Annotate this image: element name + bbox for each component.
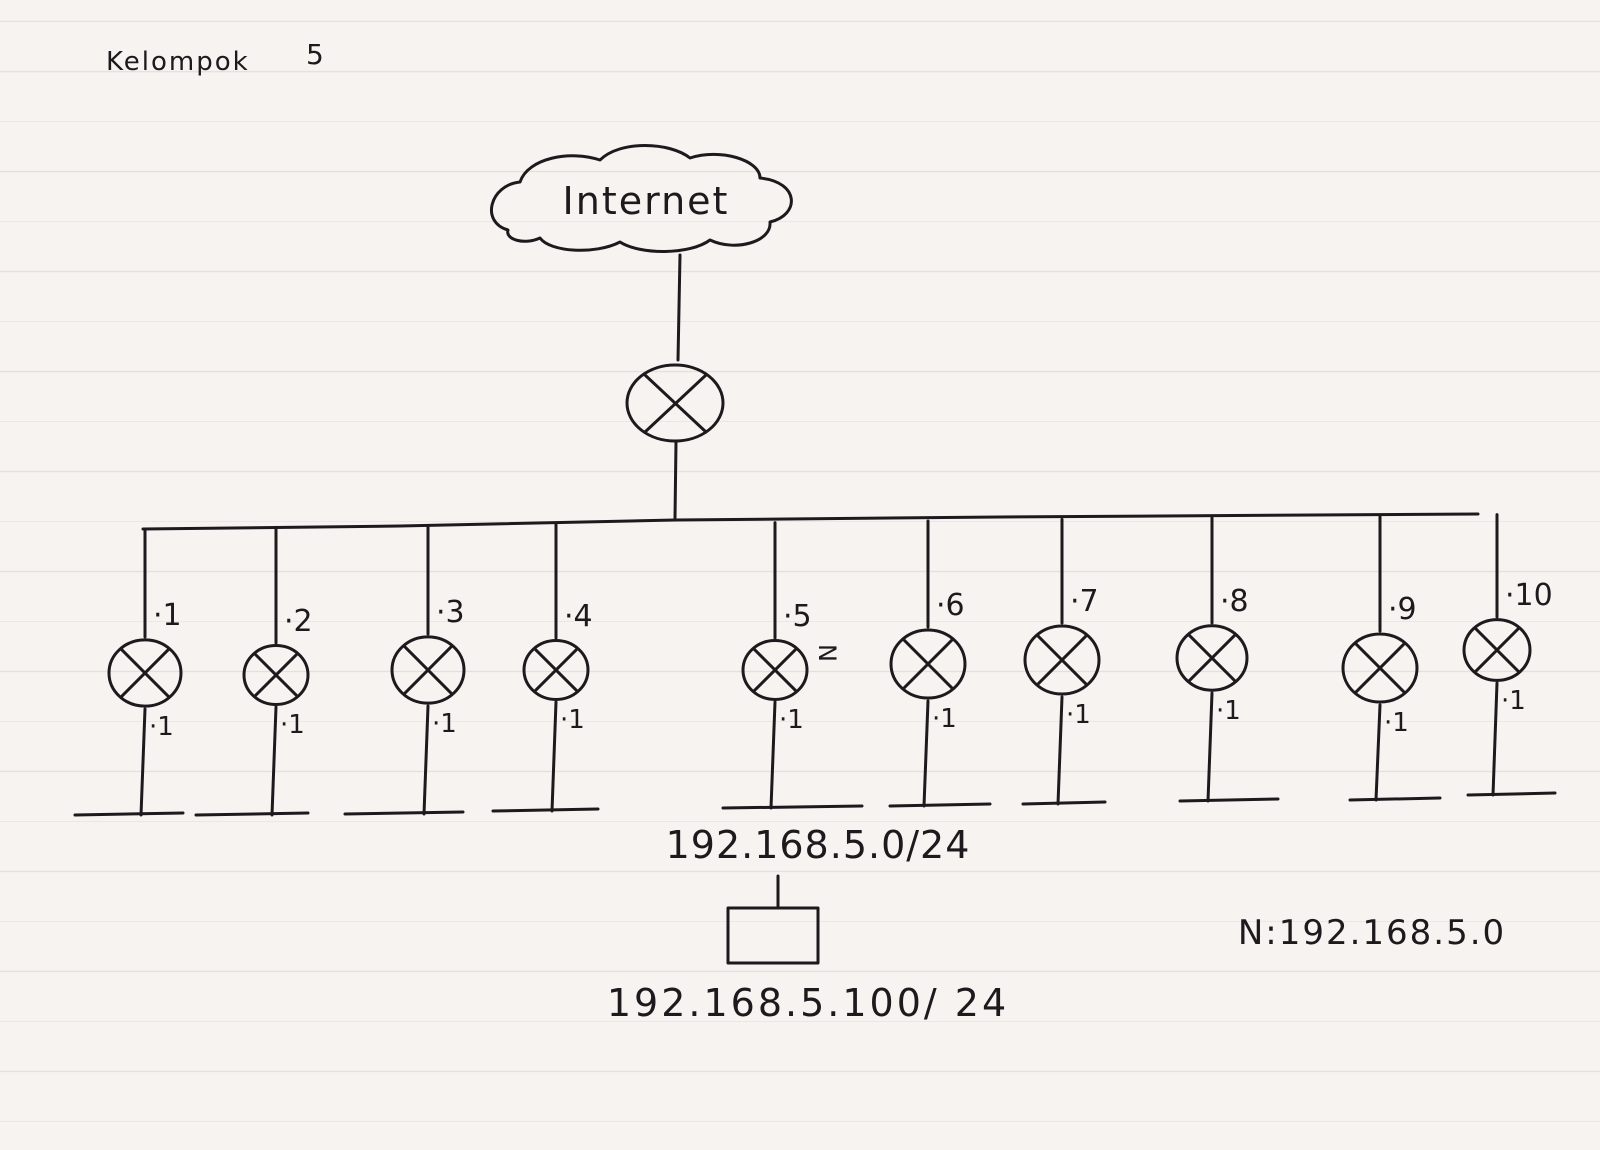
router-branch-4: ·4 ·1 [491, 522, 600, 813]
router-branch-8: ·8 ·1 [1175, 516, 1280, 803]
core-router-icon [625, 363, 725, 443]
router-downlink-line [922, 699, 930, 808]
group-number: 5 [306, 38, 324, 71]
router-branch-1: ·1 ·1 [73, 527, 185, 817]
lan-segment-line [1348, 796, 1442, 802]
router-downlink-line [1056, 695, 1064, 806]
router-address-bottom: ·1 [560, 705, 585, 735]
router-downlink-line [550, 700, 558, 813]
router-address-bottom: ·1 [280, 710, 305, 740]
router-address-bottom: ·1 [1501, 686, 1526, 716]
router-icon [1341, 632, 1419, 704]
router-branch-7: ·7 ·1 [1021, 517, 1107, 806]
router-address-bottom: ·1 [779, 705, 804, 735]
router-icon [889, 628, 967, 700]
router-branch-2: ·2 ·1 [194, 525, 313, 817]
lan-segment-line [721, 804, 864, 810]
router-icon [741, 639, 809, 701]
router-address-top: ·5 [783, 599, 812, 634]
network-note: N:192.168.5.0 [1238, 913, 1506, 953]
router-icon [390, 635, 466, 705]
internet-label: Internet [563, 179, 730, 223]
router-branch-3: ·3 ·1 [343, 524, 466, 816]
host-label: 192.168.5.100/ 24 [607, 981, 1009, 1025]
router-branch-10: ·10 ·1 [1462, 513, 1557, 797]
backbone-bus [141, 512, 1480, 531]
lan-segment-line [888, 802, 992, 808]
router-downlink-line [422, 704, 430, 816]
lan-segment-line [194, 811, 310, 817]
router-address-top: ·3 [436, 595, 465, 630]
router-address-top: ·8 [1220, 584, 1249, 619]
router-address-top: ·2 [284, 604, 313, 639]
router-icon [242, 644, 310, 706]
router-address-top: ·9 [1388, 592, 1417, 627]
lan-segment-line [343, 810, 465, 816]
router-branch-9: ·9 ·1 [1341, 514, 1442, 802]
router-icon [1175, 624, 1249, 692]
router-icon [1023, 624, 1101, 696]
router-address-top: ·10 [1505, 578, 1553, 613]
router-downlink-line [1491, 681, 1499, 797]
router-address-bottom: ·1 [1384, 708, 1409, 738]
router-address-bottom: ·1 [149, 712, 174, 742]
router-address-bottom: ·1 [932, 704, 957, 734]
group-label: Kelompok [106, 47, 250, 77]
router-icon [107, 638, 183, 708]
lan-segment-line [1178, 797, 1280, 803]
lan-segment-line [73, 811, 185, 817]
router-downlink-line [139, 707, 147, 817]
router-address-top: ·1 [153, 598, 182, 633]
lan-segment-line [491, 807, 600, 813]
router-address-bottom: ·1 [1066, 700, 1091, 730]
router-branch-5: ·5 ·1 N [721, 521, 864, 810]
router-address-top: ·7 [1070, 584, 1099, 619]
router-address-bottom: ·1 [432, 709, 457, 739]
network-label: 192.168.5.0/24 [666, 823, 971, 867]
router-icon [1462, 618, 1532, 682]
core-down-line [673, 440, 678, 520]
lan-segment-line [1466, 791, 1557, 797]
router-address-top: ·4 [564, 599, 593, 634]
router-downlink-line [270, 705, 278, 817]
router-downlink-line [769, 700, 777, 810]
router-downlink-line [1374, 703, 1382, 802]
router-mark: N [813, 644, 841, 662]
router-branches: ·1·1·2·1·3·1·4·1·5·1N·6·1·7·1·8·1·9·1·10… [73, 513, 1557, 817]
uplink-line [676, 253, 682, 362]
router-branch-6: ·6 ·1 [888, 519, 992, 808]
lan-segment-line [1021, 800, 1107, 806]
internet-cloud-icon [489, 144, 793, 253]
router-downlink-line [1206, 691, 1214, 803]
host-icon [726, 906, 820, 965]
router-address-bottom: ·1 [1216, 696, 1241, 726]
router-icon [522, 639, 590, 701]
router-address-top: ·6 [936, 588, 965, 623]
